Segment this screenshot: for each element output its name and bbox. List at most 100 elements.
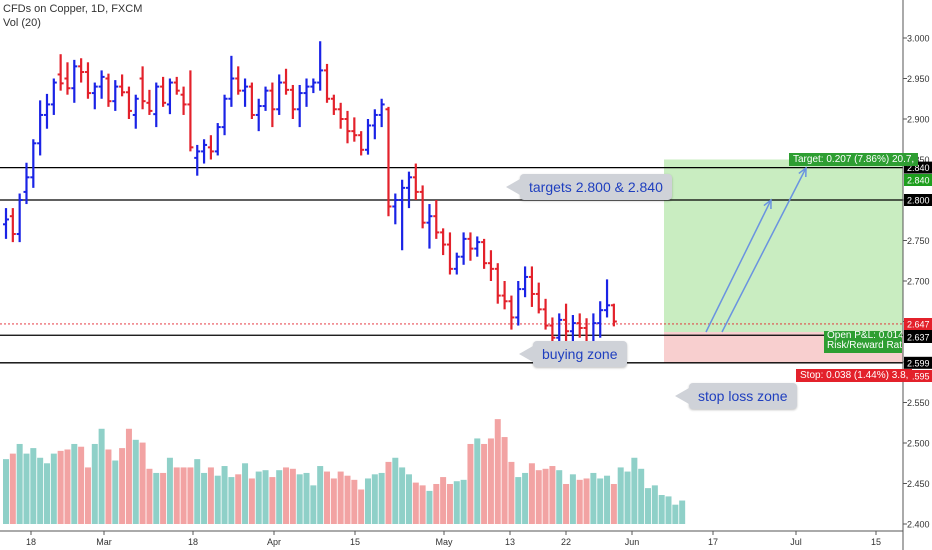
- volume-bar: [296, 474, 303, 524]
- volume-bar: [242, 463, 249, 524]
- volume-bar: [508, 461, 515, 524]
- volume-bar: [446, 483, 453, 524]
- price-tick-label: 3.000: [907, 34, 930, 44]
- volume-bar: [501, 437, 508, 524]
- volume-bar: [194, 459, 201, 524]
- volume-bar: [412, 482, 419, 524]
- volume-bar: [440, 477, 447, 524]
- volume-bar: [23, 453, 30, 524]
- volume-bar: [672, 504, 679, 524]
- price-tick-label: 2.500: [907, 439, 930, 449]
- projection-arrow: [721, 167, 807, 333]
- volume-bar: [337, 471, 344, 524]
- time-tick-label: 17: [708, 537, 718, 547]
- volume-bar: [317, 466, 324, 524]
- time-tick-label: Jul: [790, 537, 802, 547]
- price-tag-label: 2.637: [907, 333, 930, 343]
- volume-bar: [173, 467, 180, 524]
- volume-bar: [515, 477, 522, 524]
- volume-bar: [166, 457, 173, 524]
- volume-bar: [3, 459, 9, 524]
- volume-bar: [563, 483, 570, 524]
- volume-bar: [91, 443, 98, 524]
- volume-bar: [78, 446, 85, 524]
- volume-bar: [283, 467, 290, 524]
- volume-bar: [474, 438, 481, 524]
- projection-arrow-head: [798, 166, 807, 178]
- price-tick-label: 2.400: [907, 520, 930, 530]
- buying-zone-annotation: buying zone: [519, 341, 627, 367]
- volume-bar: [153, 472, 160, 524]
- volume-bar: [604, 475, 611, 524]
- price-tick-label: 2.450: [907, 479, 930, 489]
- volume-bar: [269, 477, 276, 524]
- volume-bar: [399, 467, 406, 524]
- volume-bar: [624, 471, 631, 524]
- price-tick-label: 2.950: [907, 74, 930, 84]
- volume-bar: [385, 461, 392, 524]
- volume-bar: [160, 472, 167, 524]
- volume-bar: [460, 479, 467, 524]
- price-tick-label: 2.850: [907, 155, 930, 165]
- time-tick-label: 18: [188, 537, 198, 547]
- volume-bar: [638, 468, 645, 524]
- risk-reward-label: Risk/Reward Ratio: [824, 341, 902, 351]
- volume-bar: [522, 472, 529, 524]
- volume-bar: [542, 468, 549, 524]
- volume-bar: [132, 439, 139, 524]
- volume-bar: [37, 457, 44, 524]
- volume-bar: [556, 470, 563, 524]
- volume-bar: [467, 443, 474, 524]
- time-tick-label: 22: [561, 537, 571, 547]
- volume-bar: [303, 472, 310, 524]
- volume-bar: [651, 485, 658, 524]
- volume-bar: [528, 463, 535, 524]
- volume-bar: [487, 438, 494, 524]
- volume-bar: [364, 478, 371, 524]
- volume-bar: [590, 472, 597, 524]
- level-price-tag: [904, 356, 932, 369]
- volume-bar: [146, 468, 153, 524]
- price-tag: [904, 174, 932, 186]
- projection-arrow: [705, 199, 772, 333]
- price-tag-label: 2.595: [907, 372, 930, 382]
- volume-bar: [112, 460, 119, 524]
- volume-bar: [330, 478, 337, 524]
- volume-bar: [535, 470, 542, 524]
- volume-bar: [98, 428, 105, 524]
- volume-bar: [43, 463, 50, 524]
- time-tick-label: 13: [505, 537, 515, 547]
- open-pl-box: Open P&L: 0.014, Q Risk/Reward Ratio: [824, 331, 902, 353]
- volume-bar: [30, 448, 37, 524]
- volume-bar: [207, 467, 214, 524]
- volume-bar: [187, 467, 194, 524]
- price-tick-label: 2.900: [907, 115, 930, 125]
- volume-bar: [276, 470, 283, 524]
- chart-title: CFDs on Copper, 1D, FXCM: [3, 3, 143, 15]
- time-tick-label: May: [435, 537, 453, 547]
- volume-bar: [481, 443, 488, 524]
- volume-bar: [125, 428, 132, 524]
- volume-bar: [426, 490, 433, 524]
- volume-bar: [569, 474, 576, 524]
- volume-bar: [392, 457, 399, 524]
- price-tick-label: 2.550: [907, 398, 930, 408]
- volume-bar: [119, 448, 126, 524]
- volume-bar: [9, 453, 16, 524]
- volume-bar: [324, 471, 331, 524]
- time-tick-label: Jun: [625, 537, 640, 547]
- level-price-tag: [904, 194, 932, 206]
- volume-bar: [235, 474, 242, 524]
- level-price-tag-label: 2.800: [907, 196, 930, 206]
- volume-bar: [617, 467, 624, 524]
- price-tag: [904, 318, 932, 330]
- open-pl-label: Open P&L: 0.014, Q: [824, 331, 902, 341]
- level-price-tag-label: 2.840: [907, 163, 930, 173]
- price-tag-label: 2.647: [907, 320, 930, 330]
- volume-bar: [105, 449, 112, 524]
- time-tick-label: Mar: [96, 537, 112, 547]
- price-tick-label: 2.700: [907, 277, 930, 287]
- time-tick-label: 18: [26, 537, 36, 547]
- volume-bar: [214, 475, 221, 524]
